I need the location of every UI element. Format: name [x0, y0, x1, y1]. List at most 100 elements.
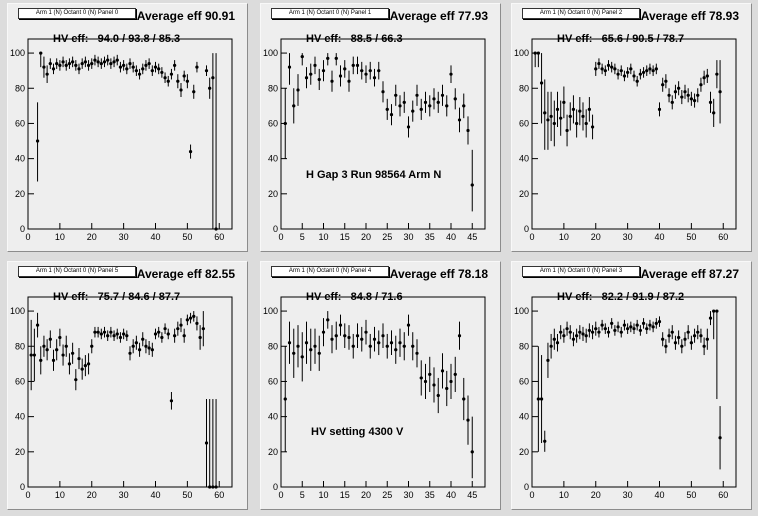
data-point — [355, 323, 360, 349]
data-point — [578, 97, 582, 126]
y-tick-label: 0 — [524, 224, 529, 234]
marker — [80, 367, 84, 371]
marker — [296, 344, 300, 348]
x-tick-label: 60 — [214, 490, 224, 500]
data-point — [587, 97, 591, 122]
data-point — [106, 330, 110, 341]
marker — [55, 348, 59, 352]
data-point — [179, 82, 183, 98]
data-point — [351, 333, 355, 359]
marker — [654, 67, 658, 71]
data-point — [613, 63, 617, 75]
data-point — [587, 323, 591, 338]
marker — [445, 104, 449, 108]
data-point — [64, 335, 68, 357]
data-point — [415, 339, 419, 368]
marker — [283, 121, 287, 126]
marker — [619, 69, 623, 73]
plot-area-svg: 0 20 40 60 80 100 0 5 10 15 20 25 30 35 40 45 — [263, 296, 486, 500]
data-point — [128, 58, 132, 69]
data-point — [157, 63, 161, 75]
marker — [581, 114, 585, 119]
data-point — [635, 319, 639, 331]
marker — [71, 60, 75, 64]
marker — [587, 107, 591, 111]
marker — [131, 344, 135, 348]
data-point — [90, 339, 94, 354]
data-point — [112, 330, 116, 341]
data-point — [600, 63, 604, 75]
x-tick-label: 30 — [119, 490, 129, 500]
marker — [432, 383, 436, 387]
data-point — [445, 370, 449, 407]
marker — [96, 60, 100, 64]
x-tick-label: 40 — [654, 232, 664, 242]
marker — [629, 325, 633, 329]
data-point — [428, 95, 432, 117]
marker — [594, 67, 598, 71]
marker — [198, 335, 202, 340]
marker — [562, 334, 566, 338]
data-point — [77, 348, 81, 370]
data-point — [51, 63, 56, 75]
data-point — [423, 363, 428, 400]
data-point — [546, 91, 550, 150]
data-point — [394, 335, 398, 364]
data-point — [641, 318, 646, 329]
marker — [699, 334, 703, 338]
y-tick-label: 80 — [519, 341, 529, 351]
marker — [179, 323, 183, 327]
data-point — [648, 63, 652, 75]
y-tick-label: 20 — [519, 447, 529, 457]
marker — [394, 93, 398, 97]
data-point — [334, 53, 338, 66]
data-point — [562, 86, 566, 119]
data-point — [330, 70, 334, 92]
data-point — [692, 328, 697, 343]
marker — [613, 328, 617, 333]
x-tick-label: 35 — [425, 232, 435, 242]
marker — [185, 79, 189, 83]
data-point — [93, 326, 97, 338]
data-point — [45, 65, 49, 83]
data-point — [109, 58, 113, 69]
marker — [292, 104, 296, 108]
data-point — [304, 67, 309, 89]
plot-frame — [280, 38, 486, 230]
marker — [109, 330, 113, 334]
data-point — [453, 88, 457, 110]
data-point — [214, 399, 218, 489]
x-tick-label: 50 — [182, 490, 192, 500]
data-point — [692, 93, 697, 108]
data-point — [35, 312, 40, 338]
marker — [673, 341, 678, 345]
average-efficiency-title: Average eff 77.93 — [389, 9, 488, 23]
data-point — [536, 346, 540, 452]
data-point — [309, 63, 313, 85]
data-point — [616, 68, 620, 80]
data-point — [313, 56, 317, 75]
x-tick-label: 40 — [446, 490, 456, 500]
marker — [45, 348, 49, 352]
data-point — [680, 339, 684, 354]
data-point — [575, 328, 579, 343]
data-point — [657, 316, 662, 327]
y-tick-label: 40 — [15, 412, 25, 422]
data-point — [702, 337, 706, 356]
marker — [118, 65, 123, 69]
marker — [568, 330, 572, 334]
data-point — [300, 53, 304, 66]
data-point — [381, 81, 385, 103]
y-tick-label: 20 — [15, 189, 25, 199]
marker — [106, 58, 110, 62]
data-point — [654, 318, 658, 329]
y-tick-label: 20 — [15, 447, 25, 457]
marker — [600, 323, 604, 327]
data-point — [466, 395, 470, 445]
marker — [185, 318, 189, 322]
data-point — [125, 330, 129, 341]
data-point — [292, 88, 296, 124]
marker — [208, 485, 212, 489]
data-point — [360, 61, 364, 80]
